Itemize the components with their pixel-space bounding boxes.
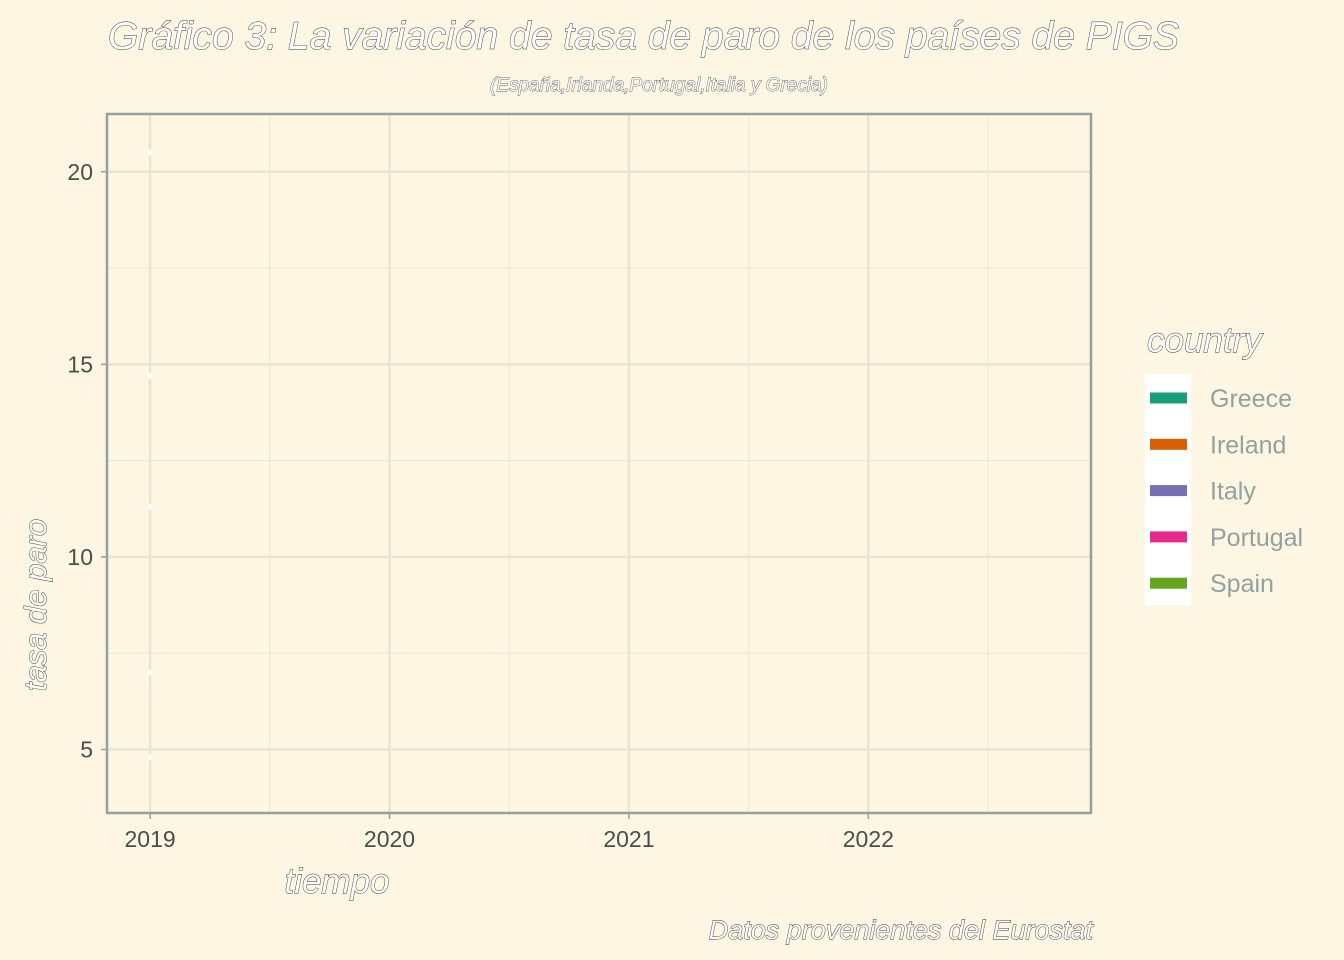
panel-border <box>105 112 1093 815</box>
x-axis-label: tiempo <box>284 862 389 901</box>
y-axis: 5 10 15 20 <box>67 159 107 762</box>
data-points <box>147 149 154 761</box>
legend-label-greece: Greece <box>1210 385 1292 413</box>
x-tick-label: 2022 <box>843 826 894 852</box>
grid-major <box>107 114 1091 813</box>
chart-caption: Datos provenientes del Eurostat <box>709 915 1095 945</box>
legend: country Greece Ireland Italy Portugal Spain <box>1145 321 1303 605</box>
x-tick-label: 2021 <box>603 826 654 852</box>
legend-label-italy: Italy <box>1210 478 1256 506</box>
y-tick-label: 15 <box>67 351 93 377</box>
plot-panel <box>105 112 1093 815</box>
legend-label-portugal: Portugal <box>1210 524 1303 552</box>
data-point-ireland <box>147 754 154 761</box>
y-tick-label: 20 <box>67 159 93 185</box>
legend-label-spain: Spain <box>1210 570 1274 598</box>
y-tick-label: 10 <box>67 544 93 570</box>
y-axis-label: tasa de paro <box>18 519 53 691</box>
x-tick-label: 2019 <box>125 826 176 852</box>
legend-swatch-greece <box>1150 392 1187 404</box>
data-point-portugal <box>147 669 154 676</box>
legend-label-ireland: Ireland <box>1210 431 1286 459</box>
legend-entries: Greece Ireland Italy Portugal Spain <box>1150 385 1303 598</box>
data-point-greece <box>147 149 154 156</box>
legend-swatch-ireland <box>1150 438 1187 450</box>
legend-swatch-italy <box>1150 485 1187 497</box>
x-axis: 2019 2020 2021 2022 <box>125 813 894 852</box>
chart-title: Gráfico 3: La variación de tasa de paro … <box>108 15 1179 58</box>
data-point-spain <box>147 372 154 379</box>
y-tick-label: 5 <box>80 736 93 762</box>
x-tick-label: 2020 <box>364 826 415 852</box>
legend-swatch-spain <box>1150 577 1187 589</box>
panel-background <box>107 114 1091 813</box>
chart-subtitle: (España,Irlanda,Portugal,Italia y Grecia… <box>490 75 828 96</box>
grid-minor <box>107 114 1091 813</box>
data-point-italy <box>147 503 154 510</box>
legend-swatch-portugal <box>1150 531 1187 543</box>
legend-title: country <box>1147 321 1264 360</box>
